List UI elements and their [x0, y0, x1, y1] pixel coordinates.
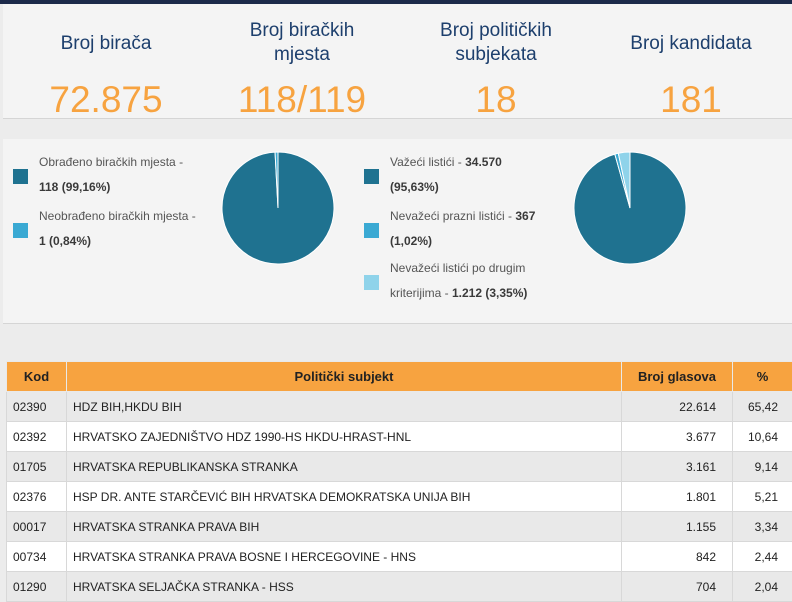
cell-votes: 842 — [622, 542, 733, 572]
cell-subject: HRVATSKA STRANKA PRAVA BIH — [67, 512, 622, 542]
cell-subject: HSP DR. ANTE STARČEVIĆ BIH HRVATSKA DEMO… — [67, 482, 622, 512]
legend-swatch — [13, 169, 28, 184]
col-header-subject[interactable]: Politički subjekt — [67, 362, 622, 392]
legend-text: Obrađeno biračkih mjesta - — [39, 155, 183, 169]
legend-swatch — [364, 223, 379, 238]
stat-voters: Broj birača 72.875 — [8, 4, 204, 118]
stat-label: Broj birača — [8, 32, 204, 56]
cell-votes: 1.801 — [622, 482, 733, 512]
cell-votes: 3.161 — [622, 452, 733, 482]
cell-code: 02390 — [7, 392, 67, 422]
cell-subject: HRVATSKO ZAJEDNIŠTVO HDZ 1990-HS HKDU-HR… — [67, 422, 622, 452]
stat-candidates: Broj kandidata 181 — [593, 4, 789, 118]
cell-percent: 2,44 — [733, 542, 792, 572]
col-header-votes[interactable]: Broj glasova — [622, 362, 733, 392]
legend-value: (1,02%) — [390, 234, 432, 248]
cell-code: 01705 — [7, 452, 67, 482]
cell-subject: HRVATSKA REPUBLIKANSKA STRANKA — [67, 452, 622, 482]
legend-text: Nevažeći prazni listići - — [390, 209, 515, 223]
cell-code: 00017 — [7, 512, 67, 542]
cell-code: 01290 — [7, 572, 67, 602]
legend-value: 367 — [515, 209, 535, 223]
cell-percent: 2,04 — [733, 572, 792, 602]
cell-subject: HRVATSKA STRANKA PRAVA BOSNE I HERCEGOVI… — [67, 542, 622, 572]
cell-subject: HRVATSKA SELJAČKA STRANKA - HSS — [67, 572, 622, 602]
stat-label: Broj kandidata — [593, 32, 789, 56]
cell-votes: 704 — [622, 572, 733, 602]
polling-stations-pie — [221, 151, 335, 265]
legend-value: (95,63%) — [390, 180, 439, 194]
stat-value: 72.875 — [8, 77, 204, 123]
cell-votes: 22.614 — [622, 392, 733, 422]
cell-percent: 5,21 — [733, 482, 792, 512]
legend-value: 118 (99,16%) — [39, 180, 110, 194]
cell-code: 02392 — [7, 422, 67, 452]
col-header-code[interactable]: Kod — [7, 362, 67, 392]
cell-code: 02376 — [7, 482, 67, 512]
legend-text: kriterijima - — [390, 286, 452, 300]
legend-value: 34.570 — [465, 155, 502, 169]
legend-unprocessed-stations: Neobrađeno biračkih mjesta - 1 (0,84%) — [13, 204, 213, 254]
cell-percent: 9,14 — [733, 452, 792, 482]
cell-percent: 10,64 — [733, 422, 792, 452]
legend-text: Neobrađeno biračkih mjesta - — [39, 209, 196, 223]
legend-text: Važeći listići - — [390, 155, 465, 169]
table-header-row: Kod Politički subjekt Broj glasova % — [7, 362, 792, 392]
stat-value: 18 — [398, 77, 594, 123]
legend-processed-stations: Obrađeno biračkih mjesta - 118 (99,16%) — [13, 150, 213, 200]
cell-code: 00734 — [7, 542, 67, 572]
legend-valid-ballots: Važeći listići - 34.570 (95,63%) — [364, 150, 564, 200]
ballots-pie — [573, 151, 687, 265]
legend-invalid-empty-ballots: Nevažeći prazni listići - 367 (1,02%) — [364, 204, 564, 254]
legend-text: Nevažeći listići po drugim — [390, 261, 525, 275]
cell-subject: HDZ BIH,HKDU BIH — [67, 392, 622, 422]
charts-panel: Obrađeno biračkih mjesta - 118 (99,16%) N… — [3, 139, 792, 324]
cell-percent: 65,42 — [733, 392, 792, 422]
col-header-percent[interactable]: % — [733, 362, 792, 392]
legend-swatch — [364, 169, 379, 184]
legend-swatch — [13, 223, 28, 238]
legend-value: 1.212 (3,35%) — [452, 286, 527, 300]
cell-percent: 3,34 — [733, 512, 792, 542]
cell-votes: 1.155 — [622, 512, 733, 542]
legend-swatch — [364, 275, 379, 290]
legend-value: 1 (0,84%) — [39, 234, 91, 248]
stat-value: 181 — [593, 77, 789, 123]
stat-value: 118/119 — [204, 77, 400, 123]
cell-votes: 3.677 — [622, 422, 733, 452]
results-table: Kod Politički subjekt Broj glasova % 023… — [6, 361, 792, 602]
